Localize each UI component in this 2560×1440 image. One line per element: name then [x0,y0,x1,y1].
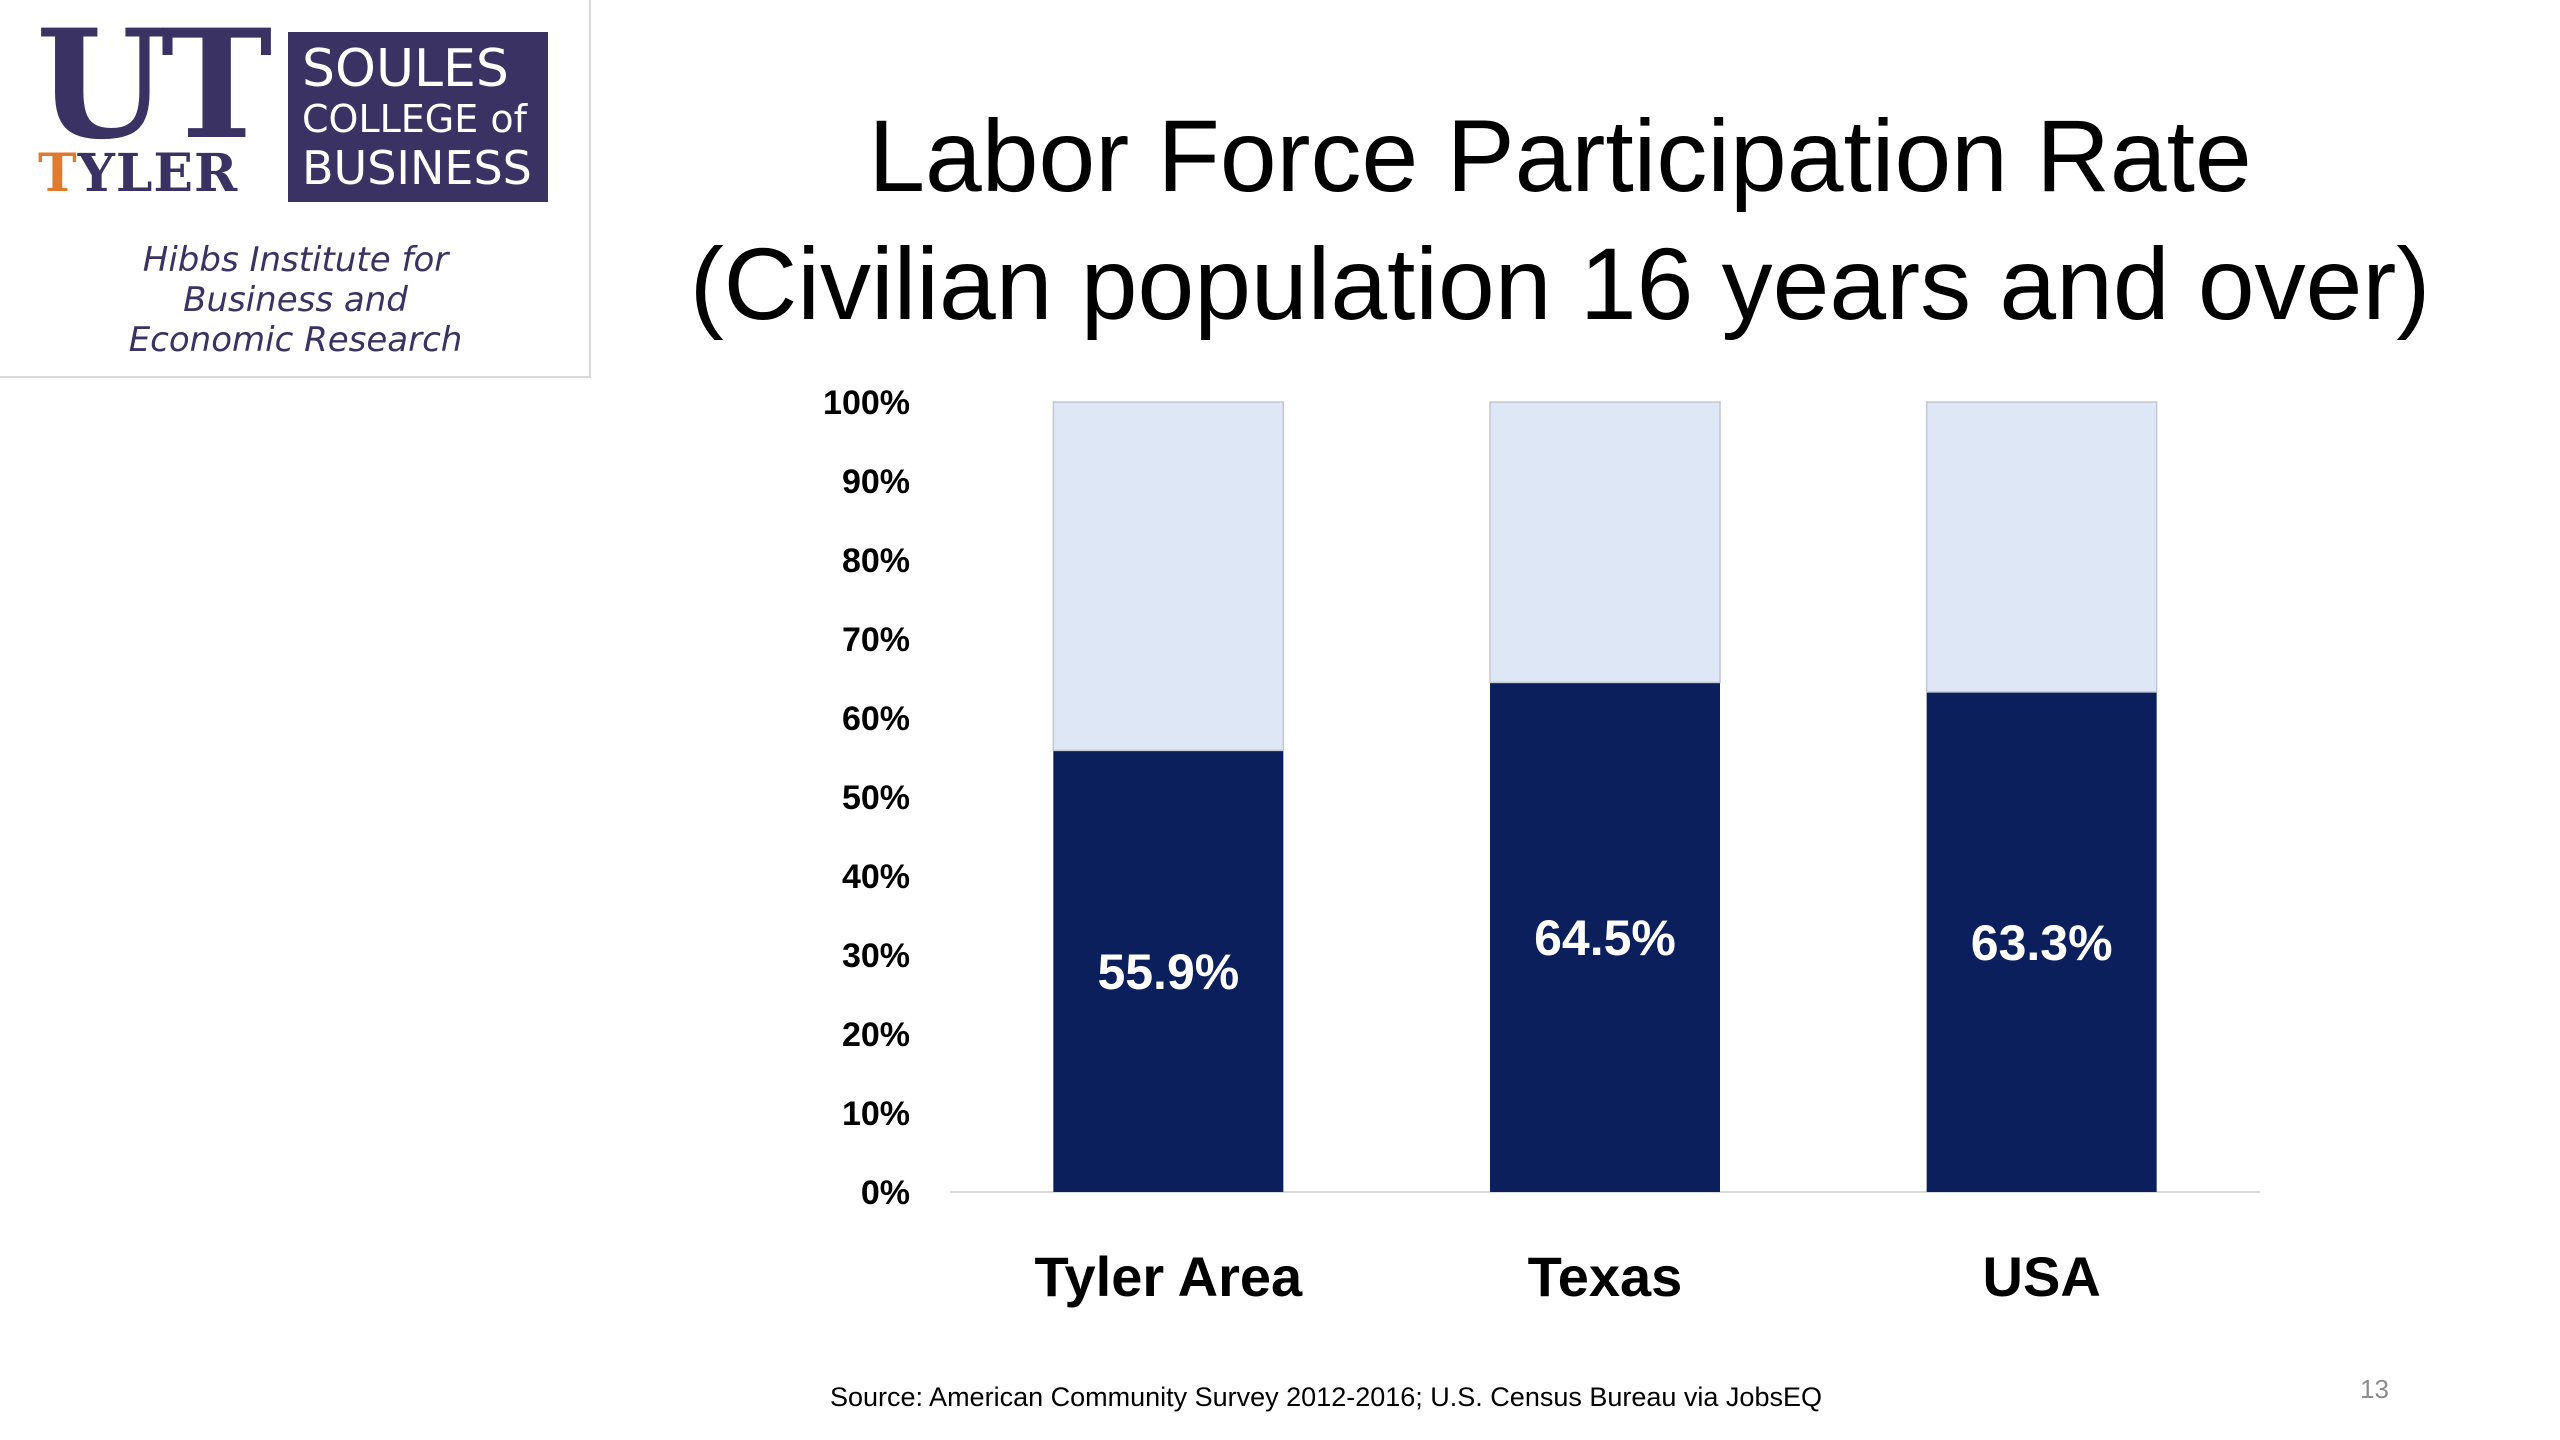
logo-hibbs-institute: Hibbs Institute for Business and Economi… [0,240,591,360]
y-tick-label: 50% [842,779,910,817]
bar-participating [1053,750,1284,1192]
y-tick-label: 90% [842,463,910,501]
y-tick-label: 60% [842,700,910,738]
data-label: 64.5% [1534,910,1676,966]
y-tick-label: 40% [842,858,910,896]
logo-tyler-rest: YLER [77,143,239,204]
y-tick-label: 20% [842,1016,910,1054]
data-label: 55.9% [1097,944,1239,1000]
logo-ut-mark: UT [36,0,272,173]
y-tick-label: 10% [842,1095,910,1133]
x-tick-label: Texas [1528,1245,1683,1308]
bar-participating [1490,682,1720,1192]
y-tick-label: 30% [842,937,910,975]
logo-tyler-wordmark: TYLER [38,146,238,202]
logo-college-text: COLLEGE of [302,97,527,141]
page-number: 13 [2360,1374,2389,1404]
logo-soules-block: SOULES COLLEGE of BUSINESS [288,32,548,202]
logo-tyler-first-letter: T [38,143,78,204]
bar-remainder [1489,401,1721,684]
x-tick-label: Tyler Area [1034,1245,1303,1308]
bar-remainder [1925,401,2158,693]
slide-title: Labor Force Participation Rate (Civilian… [620,92,2500,348]
x-tick-label: USA [1983,1245,2101,1308]
y-tick-label: 100% [823,384,910,422]
y-tick-label: 80% [842,542,910,580]
logo: UT TYLER SOULES COLLEGE of BUSINESS Hibb… [0,0,591,378]
logo-business-text: BUSINESS [302,141,532,195]
bar-participating [1926,691,2157,1192]
bar-remainder [1052,401,1285,752]
logo-soules-text: SOULES [302,39,509,99]
logo-hibbs-line1: Hibbs Institute for [142,240,449,280]
slide-title-line1: Labor Force Participation Rate [868,99,2252,213]
y-tick-label: 0% [861,1174,910,1212]
logo-hibbs-line2: Business and [183,280,408,320]
y-tick-label: 70% [842,621,910,659]
slide-title-line2: (Civilian population 16 years and over) [689,227,2431,341]
logo-hibbs-line3: Economic Research [128,320,463,360]
source-note: Source: American Community Survey 2012-2… [830,1382,1822,1412]
data-label: 63.3% [1971,915,2113,971]
